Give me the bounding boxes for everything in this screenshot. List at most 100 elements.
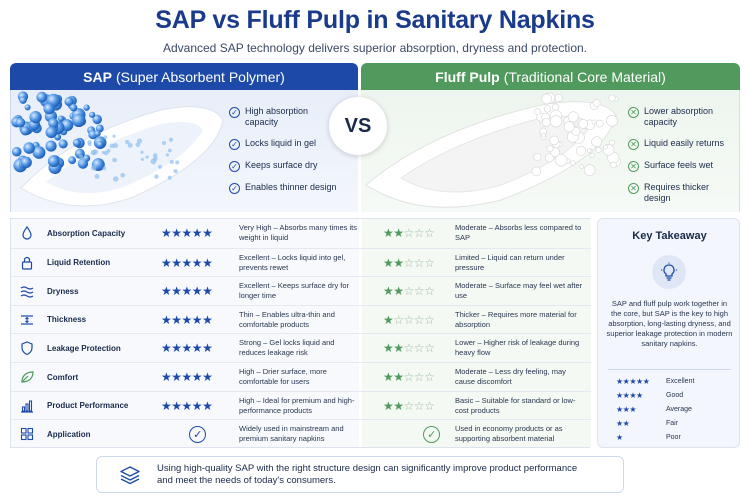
row-label: Application	[47, 429, 91, 439]
sap-granule	[135, 142, 141, 148]
sap-bead	[23, 142, 35, 154]
sap-bead	[47, 155, 60, 168]
fluff-rating: ★ ★ ☆ ☆ ☆	[383, 226, 435, 240]
fluff-fiber	[595, 119, 604, 128]
fluff-feature-list: ✕ Lower absorption capacity ✕ Liquid easil…	[628, 106, 733, 214]
waves-icon	[17, 277, 37, 305]
check-icon: ✓	[229, 107, 240, 118]
water-drop-icon	[17, 219, 37, 247]
sap-bead	[36, 91, 48, 103]
fluff-fiber	[554, 93, 563, 103]
sap-granule	[165, 153, 170, 157]
sap-rating: ★ ★ ★ ★ ★	[161, 284, 213, 299]
sap-bead	[72, 138, 82, 148]
fluff-fiber	[591, 136, 603, 148]
sap-bead	[29, 111, 42, 124]
sap-feature-label: High absorption capacity	[245, 106, 309, 127]
sap-bead	[58, 139, 68, 149]
fluff-fiber	[533, 152, 542, 161]
sap-rating: ★ ★ ★ ★ ★	[161, 226, 213, 240]
sap-bead	[20, 126, 30, 136]
thickness-icon	[17, 306, 37, 334]
table-row: Thickness ★ ★ ★ ★ ★ Thin – Enables ultra-thin …	[11, 304, 591, 334]
sap-granule	[112, 157, 117, 163]
legend-stars: ★★★	[616, 404, 637, 414]
fluff-fiber	[567, 111, 579, 123]
check-icon: ✓	[229, 161, 240, 172]
page-subtitle: Advanced SAP technology delivers superio…	[162, 41, 588, 55]
sap-bead	[89, 111, 96, 118]
sap-rating: ★ ★ ★ ★ ★	[161, 370, 213, 384]
fluff-header-bold: Fluff Pulp	[435, 68, 500, 85]
footer-text-line: Using high-quality SAP with the right st…	[157, 462, 578, 474]
table-row: Application ✓ Widely used in mainstream an…	[11, 419, 591, 447]
fluff-description: Limited – Liquid can return under pressu…	[455, 252, 565, 272]
row-label: Comfort	[47, 372, 79, 382]
fluff-panel: ✕ Lower absorption capacity ✕ Liquid easil…	[361, 90, 740, 212]
footer-note: Using high-quality SAP with the right st…	[96, 456, 624, 493]
sap-granule	[158, 164, 162, 169]
fluff-rating: ✓	[383, 420, 453, 448]
fluff-header-rest: (Traditional Core Material)	[503, 68, 666, 85]
sap-bead	[48, 118, 59, 129]
sap-bead	[24, 104, 31, 111]
check-circle-icon: ✓	[189, 425, 206, 443]
sap-description: Strong – Gel locks liquid and reduces le…	[239, 338, 335, 358]
check-icon: ✓	[229, 139, 240, 150]
sap-bead	[43, 103, 55, 115]
fluff-description: Moderate – Less dry feeling, may cause d…	[455, 367, 566, 386]
sap-bead	[45, 140, 57, 152]
fluff-fiber	[608, 94, 616, 102]
sap-feature-list: ✓ High absorption capacity ✓ Locks liquid …	[229, 106, 339, 204]
sap-granule	[106, 148, 111, 153]
fluff-fiber	[546, 145, 554, 153]
legend-label: Good	[666, 391, 684, 399]
fluff-pad-illustration	[365, 92, 621, 208]
rating-legend: ★★★★★ Excellent ★★★★ Good ★★★ Average ★★ Fai…	[608, 369, 731, 444]
fluff-fiber	[586, 148, 592, 154]
fluff-description: Lower – Higher risk of leakage during he…	[455, 338, 580, 358]
row-label: Dryness	[47, 286, 79, 296]
sap-granule	[167, 148, 172, 153]
fluff-fiber	[595, 146, 602, 154]
table-row: Comfort ★ ★ ★ ★ ★ High – Drier surface, more c…	[11, 362, 591, 390]
legend-item: ★★★★ Good	[608, 388, 731, 402]
fluff-fiber	[540, 132, 546, 138]
fluff-feature: ✕ Liquid easily returns	[628, 138, 733, 150]
fluff-description: Moderate – Surface may feel wet after us…	[455, 281, 583, 301]
lightbulb-icon	[652, 255, 686, 289]
sap-bead	[68, 156, 77, 165]
fluff-description: Basic – Suitable for standard or low-cos…	[455, 395, 576, 415]
grid-icon	[17, 420, 37, 448]
sap-granule	[120, 172, 126, 178]
fluff-feature-label: Surface feels wet	[644, 160, 714, 170]
fluff-feature-label: Lower absorption capacity	[644, 106, 714, 127]
fluff-feature: ✕ Surface feels wet	[628, 160, 733, 172]
legend-stars: ★★★★	[616, 390, 643, 400]
legend-stars: ★★★★★	[616, 376, 650, 386]
fluff-fibers	[531, 92, 621, 177]
sap-bead	[83, 104, 90, 111]
sap-feature: ✓ High absorption capacity	[229, 106, 339, 128]
table-row: Leakage Protection ★ ★ ★ ★ ★ Strong – Gel lock…	[11, 333, 591, 361]
sap-header-rest: (Super Absorbent Polymer)	[115, 68, 285, 85]
fluff-feature-label: Liquid easily returns	[644, 138, 725, 148]
sap-description: Excellent – Locks liquid into gel, preve…	[239, 252, 346, 272]
cross-icon: ✕	[628, 107, 639, 118]
sap-granule	[92, 149, 99, 155]
row-label: Liquid Retention	[47, 258, 111, 268]
fluff-fiber	[591, 119, 597, 125]
table-row: Liquid Retention ★ ★ ★ ★ ★ Excellent – Locks l…	[11, 247, 591, 276]
sap-rating: ★ ★ ★ ★ ★	[161, 341, 213, 356]
sap-description: Thin – Enables ultra-thin and comfortabl…	[239, 309, 335, 329]
fluff-description: Thicker – Requires more material for abs…	[455, 309, 577, 329]
legend-label: Excellent	[666, 377, 695, 385]
sap-granule	[169, 159, 174, 165]
sap-granule	[127, 142, 133, 148]
sap-beads	[11, 91, 180, 182]
fluff-column-bg	[362, 219, 591, 447]
sap-description: Widely used in mainstream and premium sa…	[239, 424, 344, 444]
key-takeaway-text: SAP and fluff pulp work together in the …	[606, 299, 733, 348]
legend-item: ★★ Fair	[608, 416, 731, 430]
sap-feature: ✓ Locks liquid in gel	[229, 138, 339, 150]
